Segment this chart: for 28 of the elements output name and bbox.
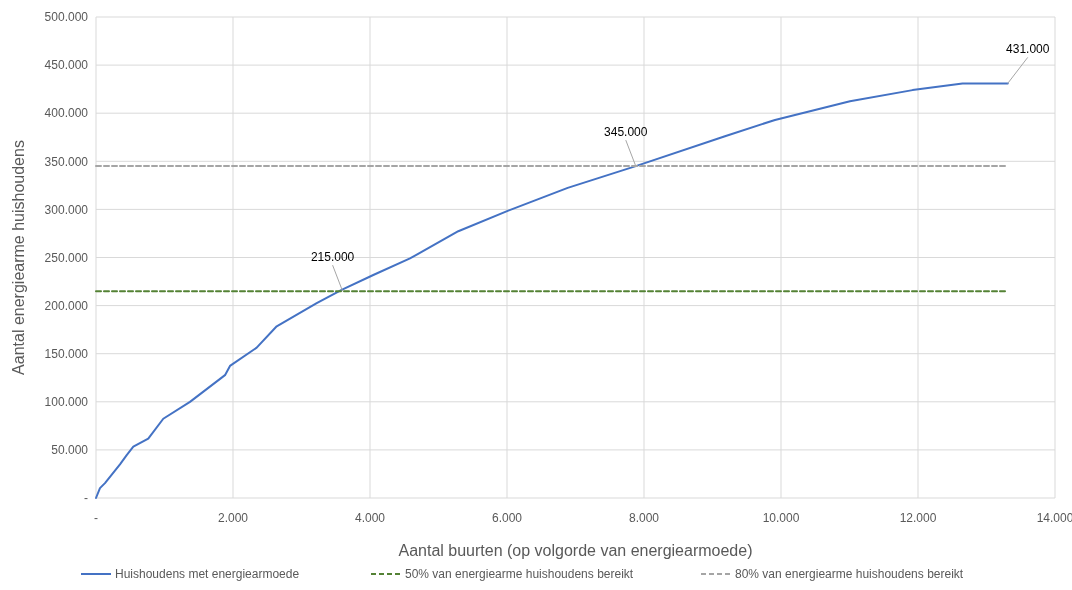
line-series bbox=[95, 82, 1009, 499]
y-tick-label: - bbox=[84, 491, 88, 506]
x-tick-label: 12.000 bbox=[899, 511, 937, 525]
annotation: 345.000 bbox=[604, 125, 648, 140]
y-axis-title: Aantal energiearme huishoudens bbox=[10, 140, 27, 375]
legend-label: Huishoudens met energiearmoede bbox=[115, 567, 300, 581]
y-tick-label: 50.000 bbox=[51, 443, 89, 458]
y-tick-label: 500.000 bbox=[44, 10, 89, 25]
x-tick-label: 6.000 bbox=[491, 511, 523, 525]
annotation: 215.000 bbox=[310, 250, 355, 265]
legend-label: 80% van energiearme huishoudens bereikt bbox=[735, 567, 964, 581]
x-tick-label: 10.000 bbox=[762, 511, 800, 525]
y-tick-label: 400.000 bbox=[44, 106, 89, 121]
y-tick-label: 350.000 bbox=[44, 154, 89, 169]
x-tick-label: 8.000 bbox=[628, 511, 660, 525]
annotation: 431.000 bbox=[1006, 42, 1050, 57]
legend-label: 50% van energiearme huishoudens bereikt bbox=[405, 567, 634, 581]
x-tick-label: - bbox=[94, 511, 98, 525]
y-tick-label: 200.000 bbox=[44, 298, 89, 313]
x-tick-label: 14.000 bbox=[1036, 511, 1072, 525]
x-tick-label: 2.000 bbox=[217, 511, 249, 525]
x-axis-title: Aantal buurten (op volgorde van energiearmoede) bbox=[398, 542, 753, 559]
y-tick-label: 150.000 bbox=[44, 346, 89, 361]
y-tick-label: 250.000 bbox=[44, 250, 89, 265]
y-tick-label: 450.000 bbox=[44, 58, 89, 73]
y-tick-label: 100.000 bbox=[44, 395, 89, 409]
x-tick-label: 4.000 bbox=[354, 511, 386, 525]
y-tick-label: 300.000 bbox=[44, 202, 89, 217]
